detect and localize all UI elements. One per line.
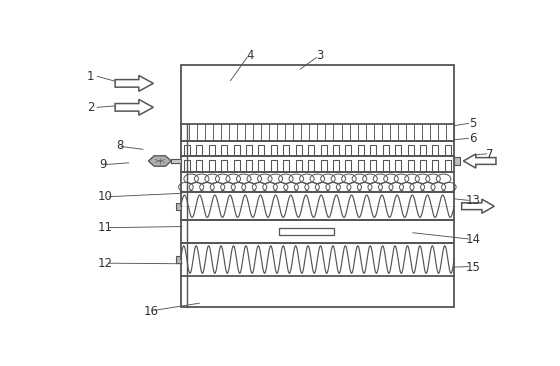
Text: 4: 4 [246,49,254,62]
Polygon shape [171,159,181,163]
Text: 6: 6 [469,132,477,145]
Text: 5: 5 [469,117,477,130]
Text: 15: 15 [465,261,480,274]
Text: 11: 11 [98,221,113,234]
Polygon shape [176,203,181,210]
Text: 16: 16 [144,305,159,318]
Polygon shape [148,156,171,166]
Text: 2: 2 [87,101,95,114]
Text: 7: 7 [487,148,494,161]
Text: 10: 10 [98,190,113,203]
Text: 8: 8 [116,139,124,152]
Text: 12: 12 [98,257,113,270]
Text: 1: 1 [87,70,95,83]
Polygon shape [176,256,181,263]
Text: 9: 9 [99,158,106,171]
Text: 14: 14 [465,233,480,246]
Text: 13: 13 [465,194,480,207]
Polygon shape [454,157,460,165]
Text: 3: 3 [316,49,323,62]
